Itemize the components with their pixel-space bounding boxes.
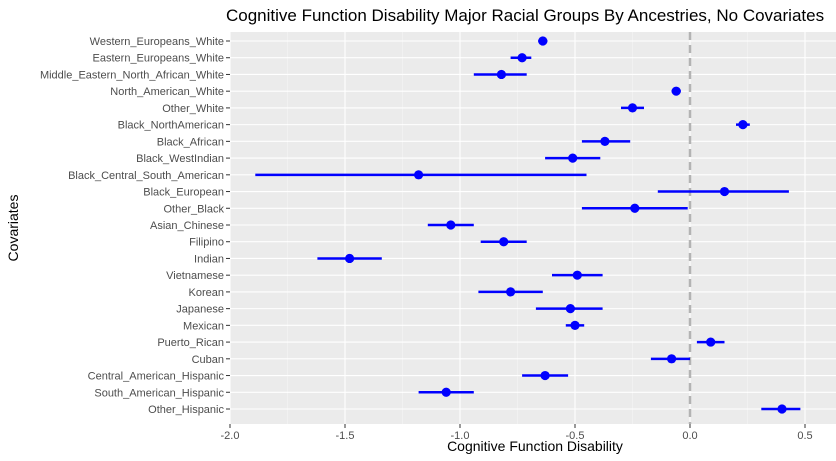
y-tick-label: Vietnamese [166, 270, 224, 282]
x-tick-label: 0.5 [797, 430, 812, 442]
y-tick-label: Asian_Chinese [150, 220, 224, 232]
point-estimate [600, 136, 610, 146]
y-axis-ticks: Western_Europeans_White Eastern_Europeans… [40, 36, 230, 416]
y-tick-label: North_American_White [110, 86, 224, 98]
y-tick-label: Central_American_Hispanic [88, 371, 225, 383]
y-tick-label: Black_WestIndian [136, 153, 224, 165]
point-estimate [719, 186, 730, 197]
point-estimate [345, 253, 355, 264]
x-tick-label: -2.0 [221, 430, 240, 442]
x-tick-label: -1.0 [451, 430, 470, 442]
y-tick-label: Black_European [143, 187, 224, 199]
y-tick-label: Korean [189, 287, 224, 299]
point-estimate [568, 153, 578, 163]
point-estimate [496, 69, 506, 80]
point-estimate [538, 36, 548, 46]
y-tick-label: Japanese [176, 304, 224, 316]
y-tick-label: Indian [194, 253, 224, 265]
point-estimate [667, 354, 677, 364]
point-estimate [565, 304, 576, 314]
point-estimate [706, 337, 716, 347]
y-tick-label: Other_Hispanic [148, 404, 224, 416]
point-estimate [630, 203, 640, 213]
x-tick-label: -0.5 [566, 430, 585, 442]
x-tick-label: 0.0 [682, 430, 697, 442]
point-estimate [499, 237, 509, 247]
y-tick-label: Middle_Eastern_North_African_White [40, 69, 224, 81]
y-tick-label: Black_African [157, 136, 224, 148]
y-tick-label: Black_NorthAmerican [118, 120, 224, 132]
y-tick-label: South_American_Hispanic [94, 387, 224, 399]
x-axis-ticks: -2.0 -1.5 -1.0 -0.5 0.0 0.5 [221, 424, 813, 442]
x-tick-label: -1.5 [336, 430, 355, 442]
y-tick-label: Other_Black [163, 203, 224, 215]
point-estimate [506, 287, 516, 297]
point-estimate [540, 370, 550, 381]
y-tick-label: Western_Europeans_White [90, 36, 224, 48]
data-marks [255, 36, 801, 414]
y-tick-label: Black_Central_South_American [68, 170, 224, 182]
point-estimate [572, 270, 582, 280]
point-estimate [738, 120, 748, 130]
y-axis-title: Covariates [5, 195, 21, 262]
y-tick-label: Filipino [189, 237, 224, 249]
point-estimate [627, 103, 638, 113]
point-estimate [414, 170, 424, 180]
x-axis-title: Cognitive Function Disability [447, 438, 623, 454]
y-tick-label: Cuban [192, 354, 224, 366]
chart-title: Cognitive Function Disability Major Raci… [226, 6, 824, 25]
point-estimate [441, 387, 451, 397]
point-estimate [777, 404, 787, 414]
y-tick-label: Other_White [162, 103, 224, 115]
point-estimate [517, 53, 527, 63]
point-estimate [671, 86, 681, 96]
point-estimate [446, 220, 456, 230]
y-tick-label: Mexican [183, 320, 224, 332]
point-estimate [570, 320, 580, 330]
y-tick-label: Eastern_Europeans_White [93, 53, 224, 65]
y-tick-label: Puerto_Rican [157, 337, 224, 349]
